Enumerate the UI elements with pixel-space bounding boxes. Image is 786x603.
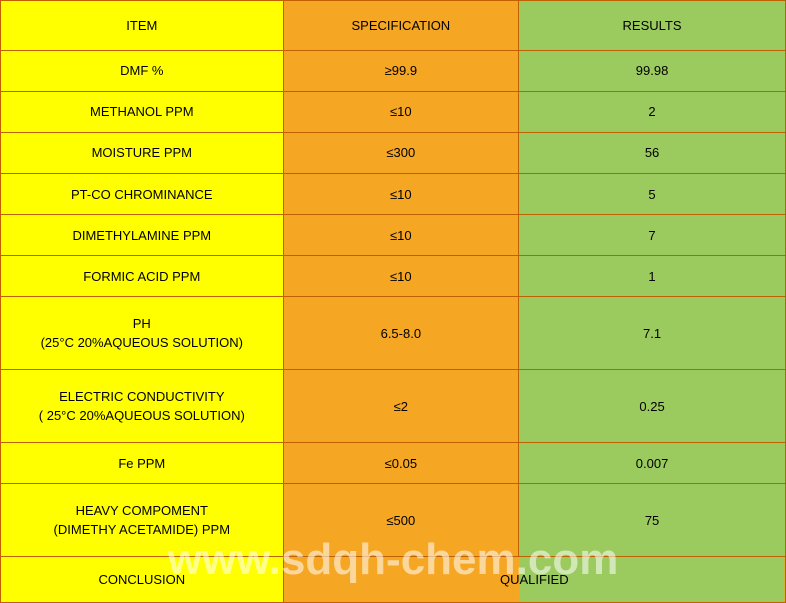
conclusion-label: CONCLUSION [1,557,284,603]
cell-spec: ≤10 [283,174,519,215]
cell-result: 1 [519,256,786,297]
cell-result: 56 [519,133,786,174]
table-row: METHANOL PPM≤102 [1,92,786,133]
cell-spec: ≤300 [283,133,519,174]
cell-item: PH(25°C 20%AQUEOUS SOLUTION) [1,297,284,370]
table-row: MOISTURE PPM≤30056 [1,133,786,174]
cell-item: FORMIC ACID PPM [1,256,284,297]
cell-item: PT-CO CHROMINANCE [1,174,284,215]
table-row: DMF %≥99.999.98 [1,51,786,92]
cell-item: DMF % [1,51,284,92]
cell-result: 7.1 [519,297,786,370]
cell-item: HEAVY COMPOMENT(DIMETHY ACETAMIDE) PPM [1,484,284,557]
table-row: PH(25°C 20%AQUEOUS SOLUTION)6.5-8.07.1 [1,297,786,370]
cell-item: METHANOL PPM [1,92,284,133]
table-row: HEAVY COMPOMENT(DIMETHY ACETAMIDE) PPM≤5… [1,484,786,557]
cell-result: 99.98 [519,51,786,92]
cell-spec: ≤500 [283,484,519,557]
table-row: PT-CO CHROMINANCE≤105 [1,174,786,215]
cell-result: 5 [519,174,786,215]
cell-spec: 6.5-8.0 [283,297,519,370]
conclusion-row: CONCLUSION QUALIFIED [1,557,786,603]
cell-result: 0.25 [519,370,786,443]
table-row: Fe PPM≤0.050.007 [1,443,786,484]
conclusion-value: QUALIFIED [283,557,785,603]
header-result: RESULTS [519,1,786,51]
cell-result: 0.007 [519,443,786,484]
cell-result: 75 [519,484,786,557]
cell-item: Fe PPM [1,443,284,484]
cell-item: DIMETHYLAMINE PPM [1,215,284,256]
spec-table: ITEM SPECIFICATION RESULTS DMF %≥99.999.… [0,0,786,603]
cell-spec: ≤0.05 [283,443,519,484]
cell-spec: ≤10 [283,256,519,297]
cell-result: 2 [519,92,786,133]
cell-spec: ≤10 [283,92,519,133]
cell-item: MOISTURE PPM [1,133,284,174]
table-row: FORMIC ACID PPM≤101 [1,256,786,297]
cell-item: ELECTRIC CONDUCTIVITY( 25°C 20%AQUEOUS S… [1,370,284,443]
cell-spec: ≤2 [283,370,519,443]
table-header-row: ITEM SPECIFICATION RESULTS [1,1,786,51]
table-row: DIMETHYLAMINE PPM≤107 [1,215,786,256]
cell-spec: ≤10 [283,215,519,256]
cell-result: 7 [519,215,786,256]
cell-spec: ≥99.9 [283,51,519,92]
header-spec: SPECIFICATION [283,1,519,51]
header-item: ITEM [1,1,284,51]
table-row: ELECTRIC CONDUCTIVITY( 25°C 20%AQUEOUS S… [1,370,786,443]
